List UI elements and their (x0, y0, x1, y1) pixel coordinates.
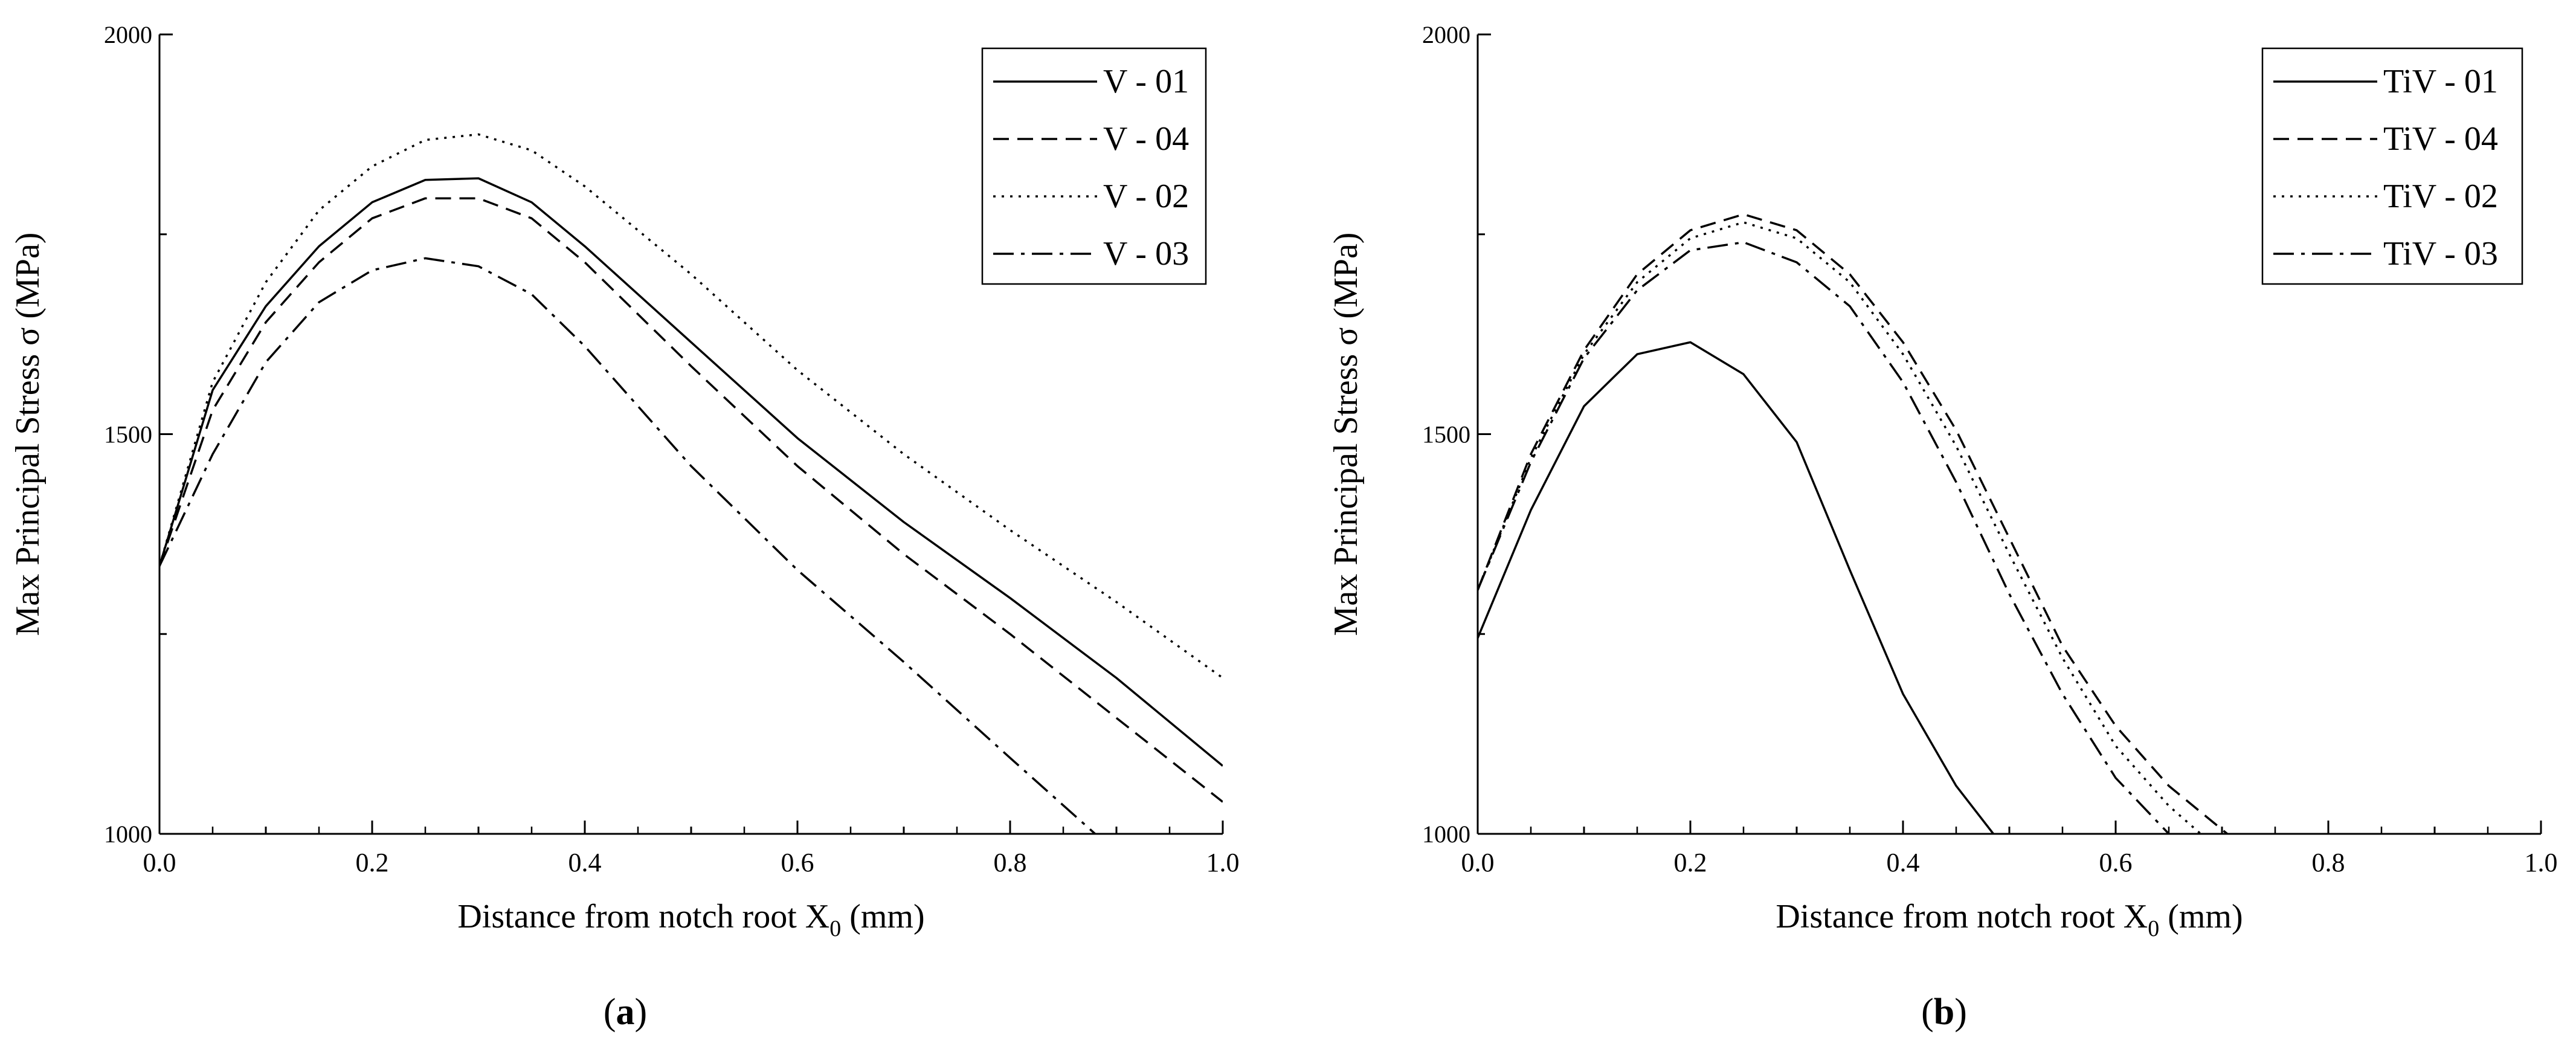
chart-panel-a: 0.0 0.2 0.4 0.6 0.8 1.0 1000 1500 2000 Distance f… (9, 21, 1240, 1033)
legend-label: V - 02 (1103, 178, 1189, 215)
x-axis-label: Distance from notch root X0 (mm) (457, 898, 924, 941)
panel-label: (a) (604, 992, 647, 1033)
legend-label: TiV - 02 (2383, 178, 2498, 215)
x-tick-label: 0.4 (568, 848, 602, 877)
series-group (1478, 213, 2228, 834)
legend-label: V - 01 (1103, 63, 1189, 100)
series-line-tiv-04 (1478, 213, 2228, 834)
x-tick-label: 0.0 (1461, 848, 1495, 877)
x-tick-label: 1.0 (2525, 848, 2558, 877)
x-tick-label: 1.0 (1206, 848, 1240, 877)
x-tick-label: 0.6 (2099, 848, 2133, 877)
y-tick-label: 1000 (1422, 821, 1470, 848)
y-axis-label: Max Principal Stress σ (MPa) (1327, 233, 1365, 636)
legend: TiV - 01 TiV - 04 TiV - 02 TiV - 03 (2261, 47, 2523, 285)
legend-label: TiV - 03 (2383, 235, 2498, 273)
x-tick-label: 0.0 (143, 848, 176, 877)
x-tick-label: 0.6 (781, 848, 814, 877)
panel-label: (b) (1921, 992, 1967, 1033)
legend-box (2261, 47, 2523, 285)
series-group (159, 133, 1223, 834)
x-tick-label: 0.4 (1887, 848, 1920, 877)
series-line-tiv-01 (1478, 341, 1994, 834)
x-tick-label: 0.2 (356, 848, 389, 877)
series-line-tiv-03 (1478, 241, 2170, 834)
legend-label: V - 03 (1103, 235, 1189, 273)
legend-label: V - 04 (1103, 120, 1189, 158)
chart-panel-b: 0.0 0.2 0.4 0.6 0.8 1.0 1000 1500 2000 Distance f… (1327, 21, 2558, 1033)
y-tick-label: 1000 (104, 821, 152, 848)
x-axis-label: Distance from notch root X0 (mm) (1776, 898, 2243, 941)
series-line-v-03 (159, 257, 1096, 834)
y-axis-label: Max Principal Stress σ (MPa) (9, 233, 47, 636)
y-tick-label: 1500 (104, 421, 152, 448)
y-tick-label: 2000 (1422, 21, 1470, 48)
legend-label: TiV - 04 (2383, 120, 2498, 158)
x-tick-label: 0.8 (994, 848, 1027, 877)
series-line-v-04 (159, 197, 1223, 803)
legend-label: TiV - 01 (2383, 63, 2498, 100)
series-line-v-01 (159, 177, 1223, 767)
series-line-tiv-02 (1478, 221, 2201, 834)
y-tick-label: 1500 (1422, 421, 1470, 448)
x-tick-label: 0.8 (2312, 848, 2345, 877)
legend-box (981, 47, 1207, 285)
y-tick-label: 2000 (104, 21, 152, 48)
x-tick-label: 0.2 (1674, 848, 1707, 877)
legend: V - 01 V - 04 V - 02 V - 03 (981, 47, 1207, 285)
